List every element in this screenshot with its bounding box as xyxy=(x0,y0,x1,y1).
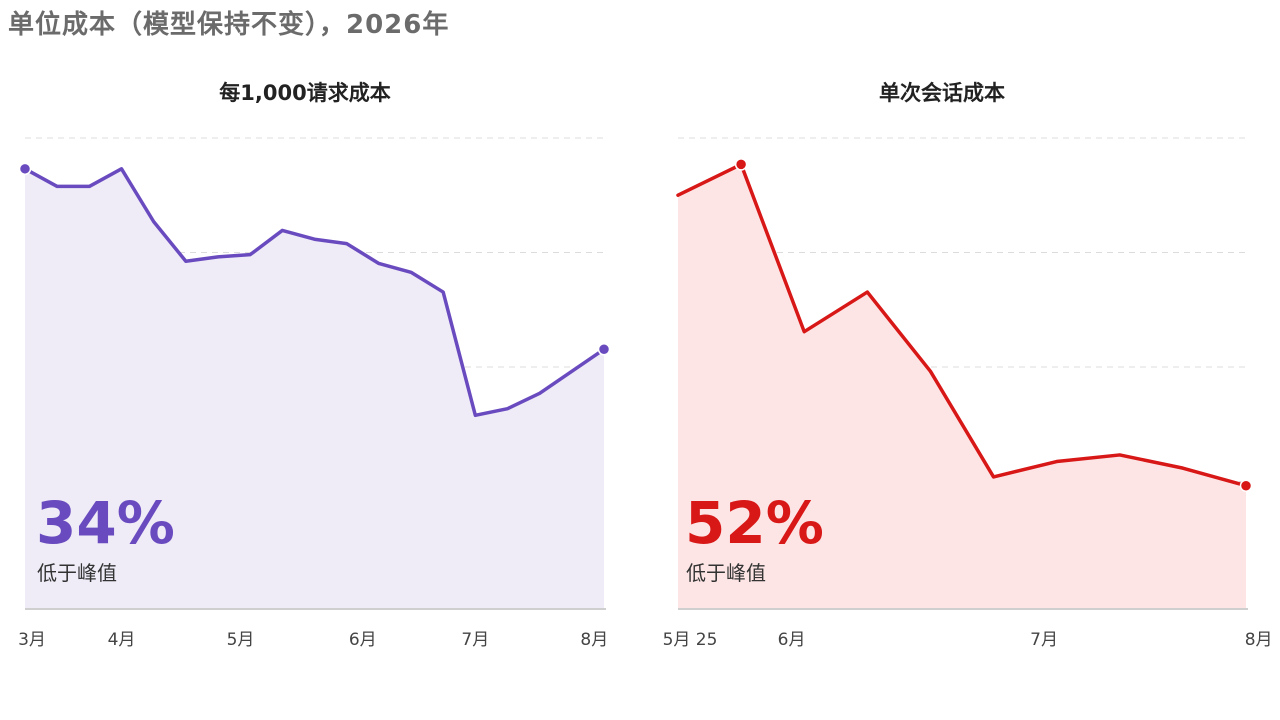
x-tick-label: 6月 xyxy=(349,630,377,650)
series-area xyxy=(678,164,1246,610)
x-tick-label: 6月 xyxy=(778,630,806,650)
chart-panel-cost-per-1000-requests: 每1,000请求成本 3月 4月 5月 6月 7月 8月 34% 低于峰值 xyxy=(18,81,611,650)
data-point-marker xyxy=(1239,479,1253,492)
data-point-marker xyxy=(597,343,611,356)
chart-panel-cost-per-session: 单次会话成本 5月 25 6月 7月 8月 52% 低于峰值 xyxy=(663,81,1273,650)
series-line xyxy=(676,162,1248,488)
highlight-label: 低于峰值 xyxy=(686,561,766,585)
x-tick-label: 4月 xyxy=(108,630,136,650)
series-area xyxy=(25,168,604,609)
highlight-percentage: 34% xyxy=(36,489,175,557)
chart-title: 每1,000请求成本 xyxy=(219,81,390,105)
series-line xyxy=(23,167,606,418)
data-point-marker xyxy=(18,162,32,176)
x-tick-label: 3月 xyxy=(18,630,46,650)
chart-title: 单次会话成本 xyxy=(879,81,1005,105)
x-tick-label: 8月 xyxy=(580,630,608,650)
x-tick-label: 8月 xyxy=(1245,630,1273,650)
page-title: 单位成本（模型保持不变），2026年 xyxy=(8,10,450,40)
data-point-marker xyxy=(734,158,748,171)
x-tick-label: 7月 xyxy=(1030,630,1058,650)
x-tick-label: 5月 25 xyxy=(663,630,718,650)
highlight-label: 低于峰值 xyxy=(37,561,117,585)
highlight-percentage: 52% xyxy=(685,489,824,557)
x-tick-label: 7月 xyxy=(461,630,489,650)
x-tick-label: 5月 xyxy=(227,630,255,650)
